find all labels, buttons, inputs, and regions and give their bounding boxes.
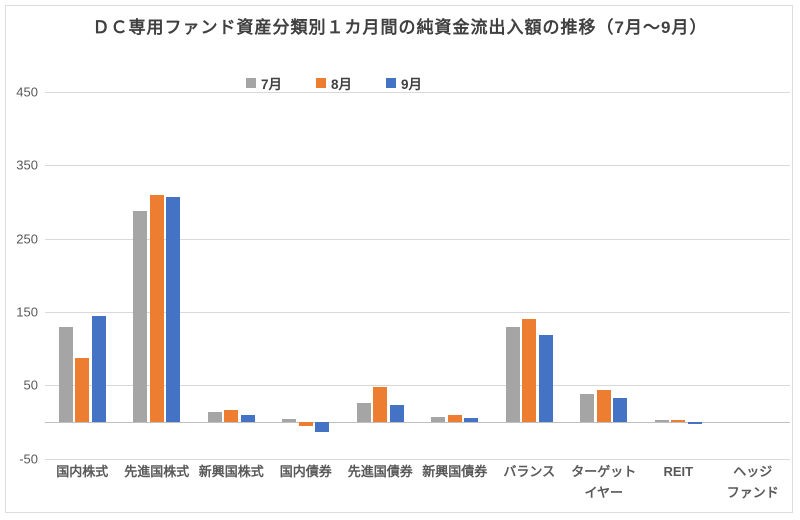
category-label-6: バランス xyxy=(503,464,556,479)
bar-series1-cat8 xyxy=(671,420,686,422)
y-tick-label: 350 xyxy=(16,157,38,173)
legend: 7月 8月 9月 xyxy=(246,73,422,93)
category-label-8: REIT xyxy=(663,464,694,479)
bar-series1-cat0 xyxy=(75,358,90,422)
legend-item-july: 7月 xyxy=(246,73,282,93)
bar-series1-cat6 xyxy=(522,319,537,422)
bar-series1-cat4 xyxy=(373,387,388,422)
legend-item-september: 9月 xyxy=(386,73,422,93)
category-label-9: ヘッジ ファンド xyxy=(726,464,779,500)
bar-series1-cat7 xyxy=(596,390,611,422)
bar-series2-cat1 xyxy=(166,196,181,422)
legend-label-july: 7月 xyxy=(261,77,283,92)
category-label-7: ターゲット イヤー xyxy=(571,464,637,500)
bar-series0-cat2 xyxy=(207,412,222,422)
category-label-5: 新興国債券 xyxy=(422,464,488,479)
bar-series2-cat4 xyxy=(389,404,404,422)
legend-swatch-august xyxy=(316,78,327,88)
legend-swatch-september xyxy=(386,78,397,88)
bar-series2-cat0 xyxy=(91,316,106,422)
gridline-50 xyxy=(45,385,790,387)
gridline-350 xyxy=(45,165,790,167)
bar-series0-cat4 xyxy=(356,402,371,422)
legend-swatch-july xyxy=(246,78,256,88)
category-label-2: 新興国株式 xyxy=(198,464,264,479)
bar-series1-cat5 xyxy=(447,415,462,422)
gridline-150 xyxy=(45,311,790,313)
category-label-4: 先進国債券 xyxy=(347,464,413,479)
y-tick-label: 50 xyxy=(23,377,38,393)
legend-label-august: 8月 xyxy=(331,77,353,92)
bar-series0-cat0 xyxy=(58,326,73,422)
legend-item-august: 8月 xyxy=(316,73,352,93)
y-tick-label: 250 xyxy=(16,231,38,247)
bar-series2-cat3 xyxy=(315,421,330,433)
y-tick-label: 150 xyxy=(16,304,38,320)
bar-series0-cat3 xyxy=(282,418,297,422)
bar-series1-cat2 xyxy=(224,410,239,422)
bar-series2-cat8 xyxy=(687,421,702,425)
bar-series0-cat6 xyxy=(505,326,520,422)
bar-series1-cat1 xyxy=(149,194,164,422)
legend-label-september: 9月 xyxy=(401,77,423,92)
category-label-0: 国内株式 xyxy=(56,464,109,479)
bar-series0-cat5 xyxy=(431,416,446,422)
category-label-1: 先進国株式 xyxy=(124,464,190,479)
bar-series2-cat5 xyxy=(464,418,479,422)
y-tick-label: 450 xyxy=(16,84,38,100)
bar-series2-cat6 xyxy=(538,335,553,422)
bar-series0-cat7 xyxy=(580,393,595,422)
gridline-450 xyxy=(45,92,790,93)
bar-series1-cat3 xyxy=(298,421,313,426)
category-label-3: 国内債券 xyxy=(279,464,332,479)
bar-series2-cat2 xyxy=(240,414,255,422)
bar-series2-cat7 xyxy=(613,397,628,422)
bar-series0-cat8 xyxy=(654,420,669,422)
chart-title: ＤＣ専用ファンド資産分類別１カ月間の純資金流出入額の推移（7月～9月） xyxy=(92,18,708,37)
gridline-250 xyxy=(45,238,790,240)
zero-axis-line xyxy=(45,421,790,423)
gridline--50 xyxy=(45,458,790,460)
bar-series0-cat1 xyxy=(133,210,148,422)
y-tick-label: -50 xyxy=(19,451,38,466)
chart-border xyxy=(5,5,793,513)
